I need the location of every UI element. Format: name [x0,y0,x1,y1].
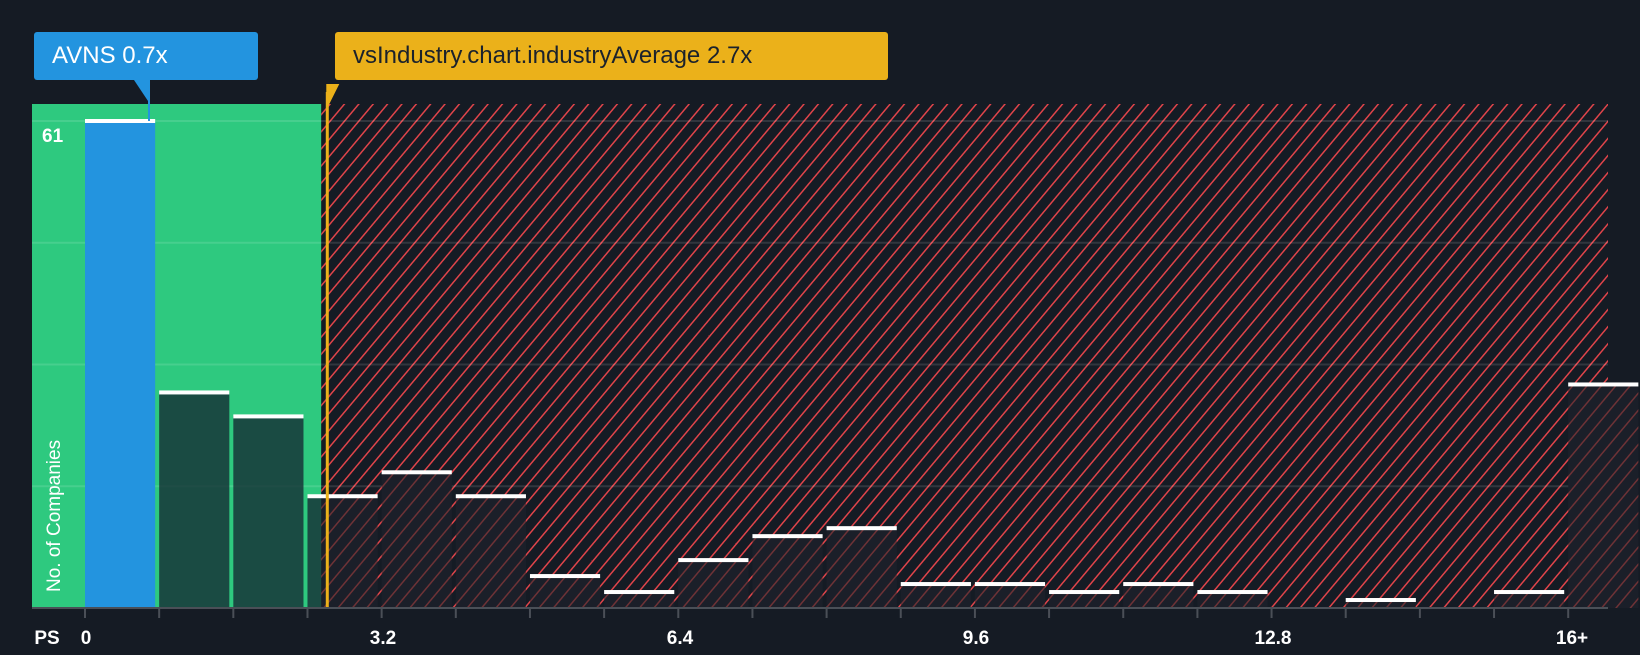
bar-top-marker [233,414,304,419]
bar-top-marker [826,526,897,531]
histogram-bar [159,392,230,608]
histogram-bar [1123,584,1194,608]
company-ps-callout: AVNS 0.7x [34,32,258,80]
bar-top-marker [974,582,1046,587]
histogram-bar [381,472,452,608]
histogram-bar [1568,384,1639,608]
histogram-bar [1494,592,1565,608]
x-axis-title: PS [34,628,60,649]
histogram-bar [1197,592,1268,608]
bar-top-marker [307,494,378,499]
bar-top-marker [381,470,452,475]
bar-top-marker [1345,598,1416,603]
bar-top-marker [1049,590,1120,595]
histogram-bar [321,496,378,608]
bar-top-marker [678,558,749,563]
bar-top-marker [604,590,675,595]
overvalued-zone [321,104,1608,608]
x-tick-label-6-4: 6.4 [666,628,694,649]
bar-top-marker [900,582,971,587]
x-tick-label-0: 0 [80,628,92,649]
bar-top-marker [1568,382,1639,387]
histogram-bar [1345,600,1416,608]
x-tick-label-3-2: 3.2 [369,628,397,649]
histogram-bar [307,496,322,608]
industry-callout-pointer [326,84,340,110]
bar-top-marker [529,574,601,579]
histogram-bar [678,560,749,608]
histogram-bar [826,528,897,608]
bar-top-marker [752,534,823,539]
bar-top-marker [1123,582,1194,587]
bar-top-marker [85,119,156,123]
y-axis-title: No. of Companies [44,439,65,592]
y-max-tick-label: 61 [42,126,64,147]
company-ps-label: AVNS 0.7x [52,42,168,69]
x-tick-label-16-plus: 16+ [1555,628,1589,649]
industry-average-callout: vsIndustry.chart.industryAverage 2.7x [335,32,888,80]
histogram-bar [1049,592,1120,608]
histogram-bar [604,592,675,608]
histogram-bar [900,584,971,608]
histogram-bar [85,121,156,608]
bar-top-marker [159,390,230,395]
x-tick-label-9-6: 9.6 [962,628,990,649]
company-callout-pointer [134,80,150,104]
bar-top-marker [455,494,526,499]
histogram-bar [529,576,601,608]
histogram-bar [752,536,823,608]
bar-top-marker [1494,590,1565,595]
industry-average-label: vsIndustry.chart.industryAverage 2.7x [353,42,753,69]
histogram-bar [233,416,304,608]
bar-top-marker [1197,590,1268,595]
histogram-bar [455,496,526,608]
histogram-bar [974,584,1046,608]
x-tick-label-12-8: 12.8 [1254,628,1292,649]
